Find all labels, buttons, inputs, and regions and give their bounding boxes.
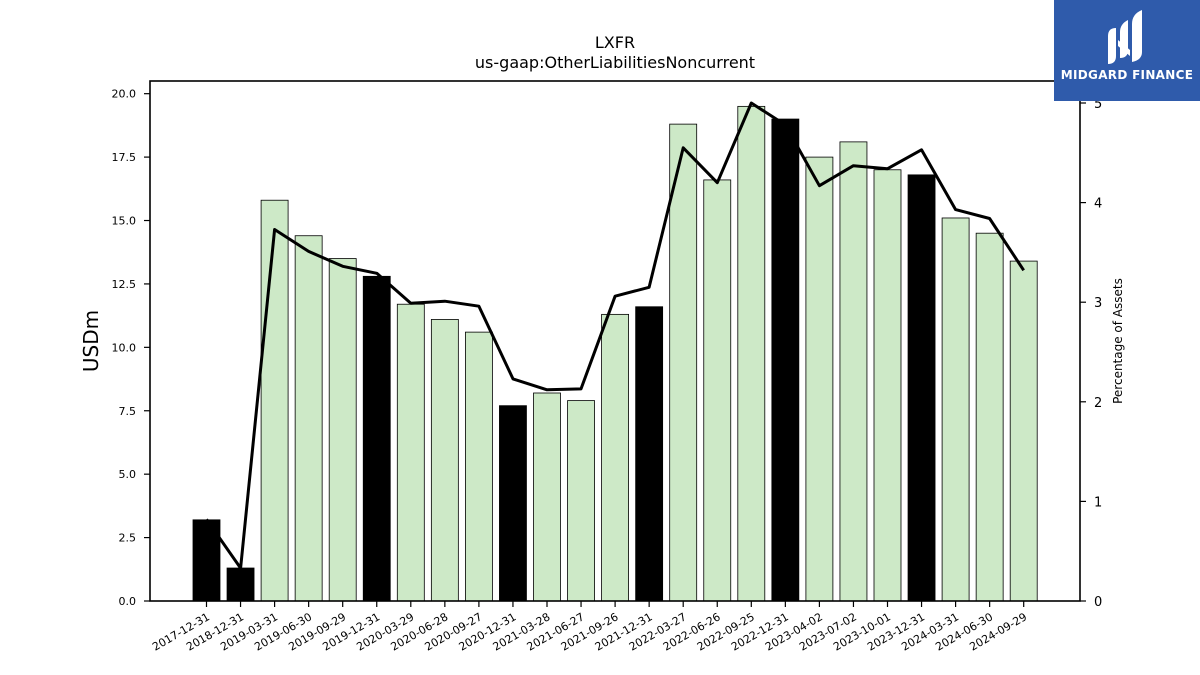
y-tick-label: 15.0 [112,215,137,228]
chart-title: LXFR [595,33,635,52]
logo-text: MIDGARD FINANCE [1060,68,1194,82]
y2-tick-label: 5 [1094,97,1102,112]
bar-2023-04-02 [805,156,834,602]
y-tick-label: 7.5 [119,405,137,418]
y-tick-label: 5.0 [119,468,137,481]
y-tick-label: 2.5 [119,532,137,545]
bar-2021-06-27 [567,400,595,602]
bar-2023-10-01 [873,169,902,602]
bar-2022-06-26 [703,179,732,602]
bar-2022-03-27 [669,123,698,602]
bar-2021-12-31 [635,306,664,602]
y-tick-label: 20.0 [112,88,137,101]
bar-2023-12-31 [907,174,936,602]
bar-2020-09-27 [464,331,493,602]
bar-2019-09-29 [328,258,357,602]
percentage-line [205,101,1025,570]
y2-tick-label: 0 [1094,595,1102,610]
y-axis-left: 0.0 2.5 5.0 7.5 10.0 12.5 15.0 17.5 20.0 [112,88,150,608]
y-tick-label: 17.5 [112,151,137,164]
y-axis-label-left: USDm [79,310,103,372]
bar-2018-12-31 [226,567,255,602]
bar-2022-12-31 [771,118,800,602]
y-axis-label-right: Percentage of Assets [1111,278,1125,404]
bar-2021-03-28 [533,392,561,602]
bar-2019-06-30 [294,235,323,602]
y-axis-right: 0 1 2 3 4 5 [1080,97,1102,610]
y-tick-label: 0.0 [119,595,137,608]
y2-tick-label: 3 [1094,296,1102,311]
y-tick-label: 10.0 [112,341,137,354]
bar-2024-09-29 [1009,260,1038,602]
bar-2020-03-29 [396,303,425,602]
bar-2019-03-31 [260,199,289,602]
y2-tick-label: 1 [1094,495,1102,510]
bar-2020-12-31 [499,405,527,602]
bar-2024-03-31 [941,217,970,602]
bar-2020-06-28 [430,319,459,602]
x-axis: 2017-12-312018-12-312019-03-312019-06-30… [150,601,1029,654]
bar-2021-09-26 [601,313,629,602]
bar-2022-09-25 [737,105,766,602]
bar-2023-07-02 [839,141,868,602]
y2-tick-label: 4 [1094,197,1102,212]
midgard-logo-icon [1108,10,1142,64]
bars-group [192,105,1038,602]
chart-subtitle: us-gaap:OtherLiabilitiesNoncurrent [475,53,755,72]
bar-2024-06-30 [975,232,1004,602]
y2-tick-label: 2 [1094,396,1102,411]
bar-2019-12-31 [362,275,391,602]
midgard-finance-logo: MIDGARD FINANCE [1054,0,1200,101]
y-tick-label: 12.5 [112,278,137,291]
